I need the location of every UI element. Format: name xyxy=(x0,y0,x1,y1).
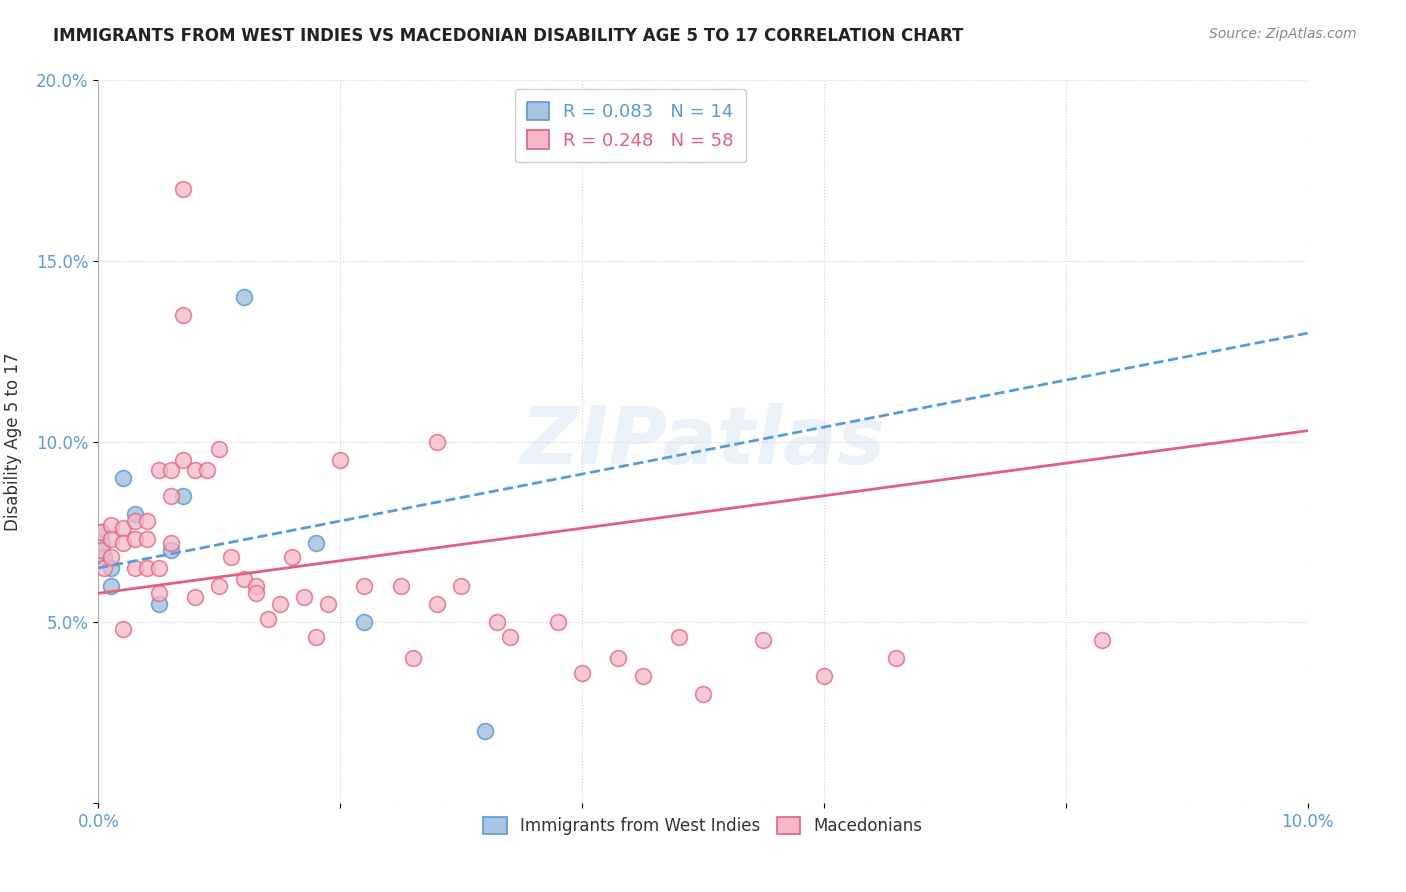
Point xyxy=(111,521,134,535)
Point xyxy=(195,463,218,477)
Point xyxy=(91,542,114,557)
Point xyxy=(752,633,775,648)
Point xyxy=(486,615,509,630)
Point xyxy=(100,561,122,575)
Point xyxy=(90,524,112,539)
Point xyxy=(135,561,157,575)
Point xyxy=(111,535,134,549)
Point xyxy=(245,586,267,600)
Point xyxy=(100,532,122,546)
Point xyxy=(135,514,157,528)
Legend: Immigrants from West Indies, Macedonians: Immigrants from West Indies, Macedonians xyxy=(474,807,932,845)
Point xyxy=(353,579,375,593)
Point xyxy=(353,615,375,630)
Text: IMMIGRANTS FROM WEST INDIES VS MACEDONIAN DISABILITY AGE 5 TO 17 CORRELATION CHA: IMMIGRANTS FROM WEST INDIES VS MACEDONIA… xyxy=(53,27,963,45)
Point xyxy=(813,669,835,683)
Point xyxy=(305,630,328,644)
Point xyxy=(135,532,157,546)
Point xyxy=(148,586,170,600)
Point xyxy=(426,597,449,611)
Point xyxy=(172,182,194,196)
Point xyxy=(100,517,122,532)
Point xyxy=(402,651,425,665)
Point xyxy=(329,452,352,467)
Text: Source: ZipAtlas.com: Source: ZipAtlas.com xyxy=(1209,27,1357,41)
Point xyxy=(160,542,183,557)
Point xyxy=(607,651,630,665)
Point xyxy=(692,687,714,701)
Point xyxy=(100,550,122,565)
Point xyxy=(269,597,291,611)
Point xyxy=(124,507,146,521)
Point xyxy=(148,561,170,575)
Point xyxy=(498,630,520,644)
Point xyxy=(571,665,593,680)
Point xyxy=(148,463,170,477)
Point xyxy=(93,550,115,565)
Point xyxy=(281,550,304,565)
Point xyxy=(886,651,908,665)
Point xyxy=(172,452,194,467)
Point xyxy=(389,579,412,593)
Point xyxy=(631,669,654,683)
Point xyxy=(316,597,339,611)
Point xyxy=(124,532,146,546)
Point xyxy=(184,590,207,604)
Point xyxy=(90,524,112,539)
Point xyxy=(172,489,194,503)
Point xyxy=(124,561,146,575)
Point xyxy=(305,535,328,549)
Point xyxy=(668,630,690,644)
Point xyxy=(124,514,146,528)
Point xyxy=(91,535,114,549)
Point xyxy=(160,489,183,503)
Point xyxy=(245,579,267,593)
Point xyxy=(160,535,183,549)
Point xyxy=(1091,633,1114,648)
Point xyxy=(221,550,243,565)
Point xyxy=(100,579,122,593)
Point xyxy=(256,611,278,625)
Point xyxy=(184,463,207,477)
Point xyxy=(232,572,254,586)
Point xyxy=(474,723,496,738)
Point xyxy=(232,290,254,304)
Point xyxy=(93,561,115,575)
Point xyxy=(148,597,170,611)
Point xyxy=(450,579,472,593)
Point xyxy=(208,579,231,593)
Point xyxy=(111,623,134,637)
Point xyxy=(172,308,194,322)
Text: ZIPatlas: ZIPatlas xyxy=(520,402,886,481)
Point xyxy=(160,463,183,477)
Point xyxy=(292,590,315,604)
Point xyxy=(111,471,134,485)
Point xyxy=(547,615,569,630)
Y-axis label: Disability Age 5 to 17: Disability Age 5 to 17 xyxy=(4,352,22,531)
Point xyxy=(208,442,231,456)
Point xyxy=(426,434,449,449)
